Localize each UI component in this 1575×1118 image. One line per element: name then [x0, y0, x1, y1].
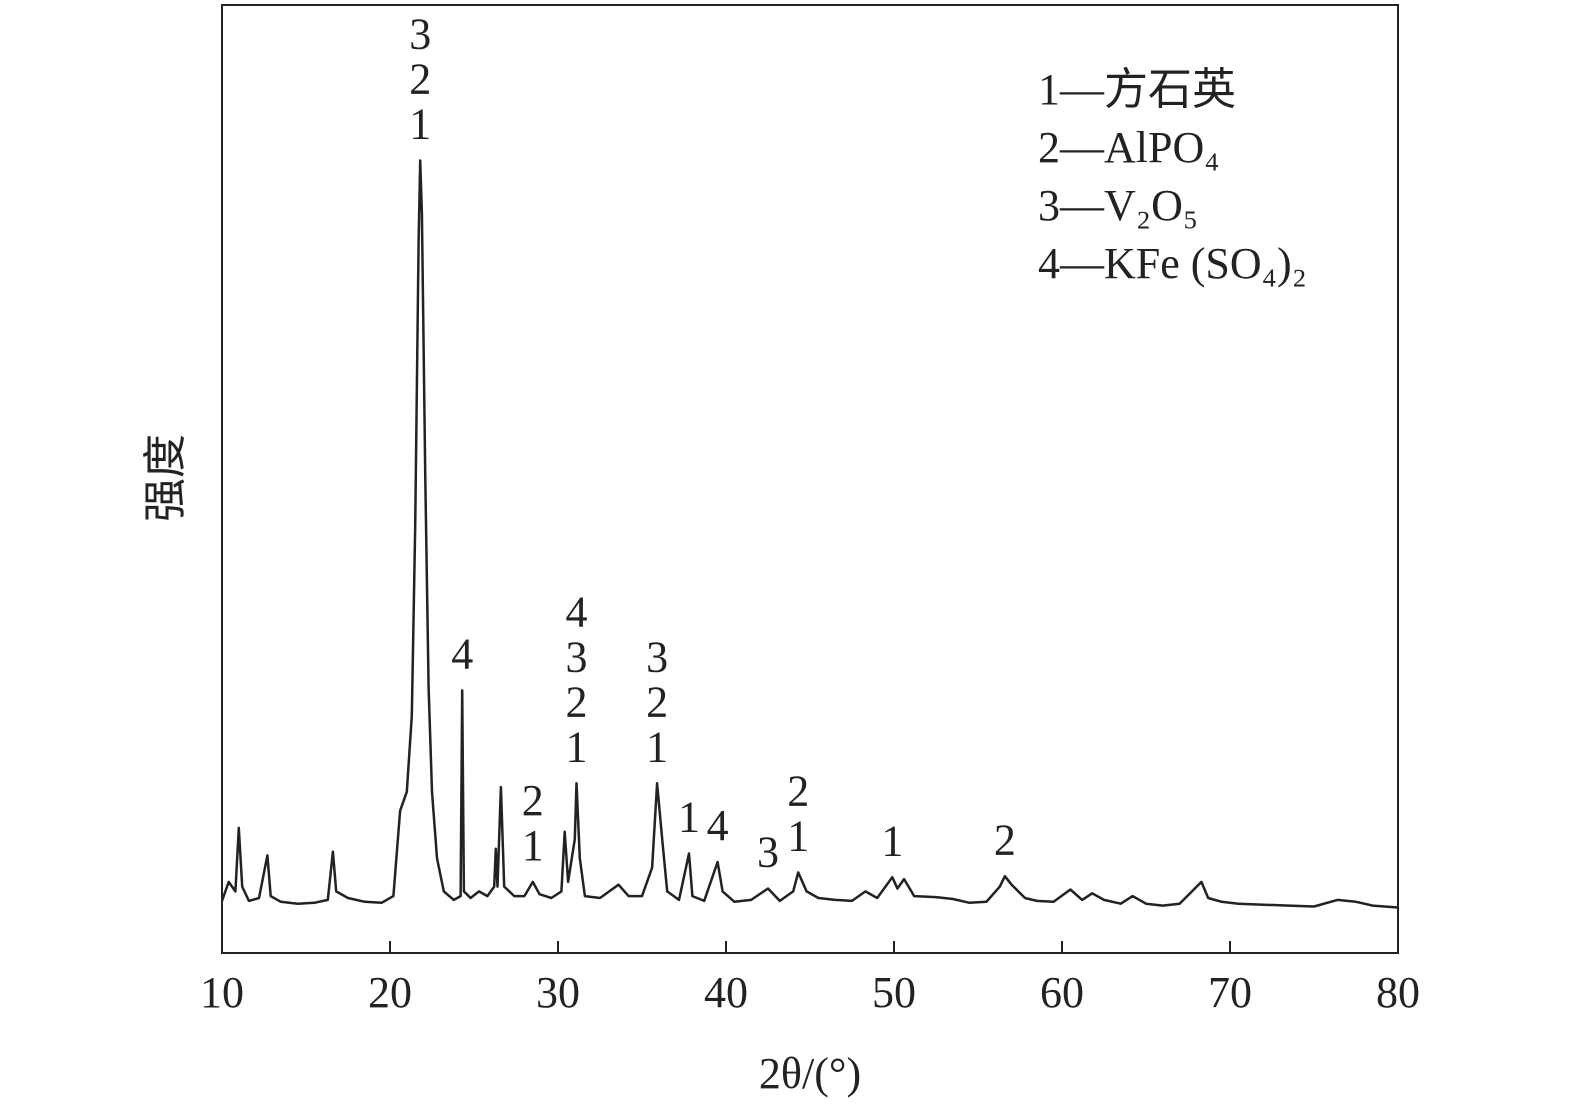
y-axis-label: 强度 — [141, 434, 190, 522]
x-tick-label: 30 — [536, 968, 580, 1017]
peak-label: 4 — [565, 587, 587, 636]
peak-label: 3 — [565, 632, 587, 681]
legend-entry: 1—方石英 — [1038, 65, 1236, 114]
peak-label: 2 — [409, 55, 431, 104]
x-axis-label: 2θ/(°) — [759, 1049, 861, 1098]
legend-entry: 4—KFe (SO₄)₂ — [1038, 239, 1307, 288]
x-tick-label: 40 — [704, 968, 748, 1017]
peak-label: 3 — [757, 828, 779, 877]
peak-label: 3 — [646, 632, 668, 681]
xrd-line — [220, 159, 1399, 909]
peak-label: 1 — [522, 821, 544, 870]
peak-label: 4 — [707, 801, 729, 850]
peak-label: 1 — [409, 100, 431, 149]
peak-label: 2 — [787, 767, 809, 816]
legend-entry: 3—V₂O₅ — [1038, 181, 1198, 230]
peak-label: 3 — [409, 10, 431, 59]
peak-label: 4 — [451, 629, 473, 678]
peak-label: 1 — [565, 722, 587, 771]
legend-entry: 2—AlPO₄ — [1038, 123, 1220, 172]
peak-label: 1 — [678, 793, 700, 842]
x-tick-label: 80 — [1376, 968, 1420, 1017]
peak-label: 1 — [881, 816, 903, 865]
peak-label: 2 — [994, 815, 1016, 864]
x-tick-label: 60 — [1040, 968, 1084, 1017]
x-tick-label: 70 — [1208, 968, 1252, 1017]
peak-label: 1 — [646, 722, 668, 771]
peak-label: 2 — [565, 677, 587, 726]
x-tick-label: 50 — [872, 968, 916, 1017]
peak-label: 2 — [522, 776, 544, 825]
peak-label: 2 — [646, 677, 668, 726]
peak-label: 1 — [787, 812, 809, 861]
x-tick-label: 20 — [368, 968, 412, 1017]
x-tick-label: 10 — [200, 968, 244, 1017]
plot-frame — [221, 4, 1399, 954]
